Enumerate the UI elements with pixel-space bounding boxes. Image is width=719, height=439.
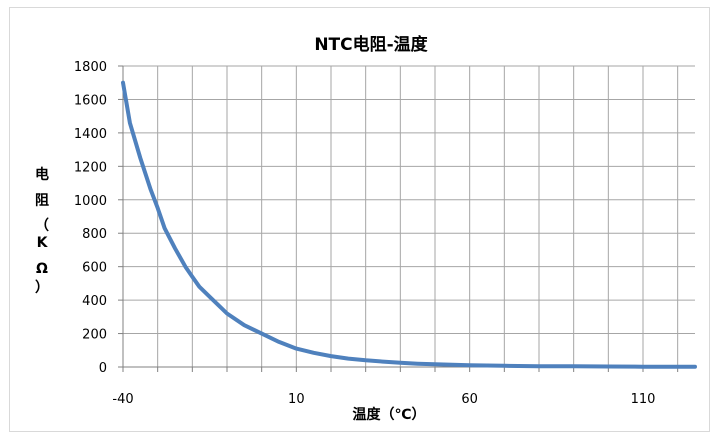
- y-tick-label: 1000: [74, 194, 107, 209]
- ticks: 0 200 400 600 800 1000 1200 1400 1600 1800 -40 10 60…: [74, 60, 656, 407]
- y-tick-label: 1800: [74, 60, 107, 75]
- y-tick-label: 1200: [74, 160, 107, 175]
- y-tick-label: 400: [82, 294, 107, 309]
- y-tick-label: 200: [82, 328, 107, 343]
- y-tick-label: 1400: [74, 127, 107, 142]
- x-axis-title: 温度（℃）: [353, 406, 426, 423]
- chart-title: NTC电阻-温度: [314, 34, 428, 55]
- y-axis-title-char: Ω: [36, 261, 48, 277]
- y-axis-title-char: 阻: [35, 193, 49, 209]
- y-axis-title-char: （: [35, 218, 49, 234]
- y-tick-label: 800: [82, 227, 107, 242]
- y-axis-title-char: K: [37, 235, 49, 251]
- y-tick-label: 600: [82, 261, 107, 276]
- y-axis-title-char: ）: [35, 280, 49, 296]
- x-tick-label: 110: [631, 392, 656, 407]
- y-tick-label: 0: [99, 361, 107, 376]
- series: [121, 80, 697, 369]
- x-tick-label: -40: [112, 392, 133, 407]
- y-axis-title: 电阻 （KΩ ）: [35, 166, 49, 296]
- series-line: [121, 80, 697, 369]
- grid: [123, 65, 695, 367]
- y-axis-title-char: 电: [35, 166, 49, 183]
- x-tick-label: 10: [288, 392, 305, 407]
- y-tick-label: 1600: [74, 93, 107, 108]
- x-tick-label: 60: [461, 392, 478, 407]
